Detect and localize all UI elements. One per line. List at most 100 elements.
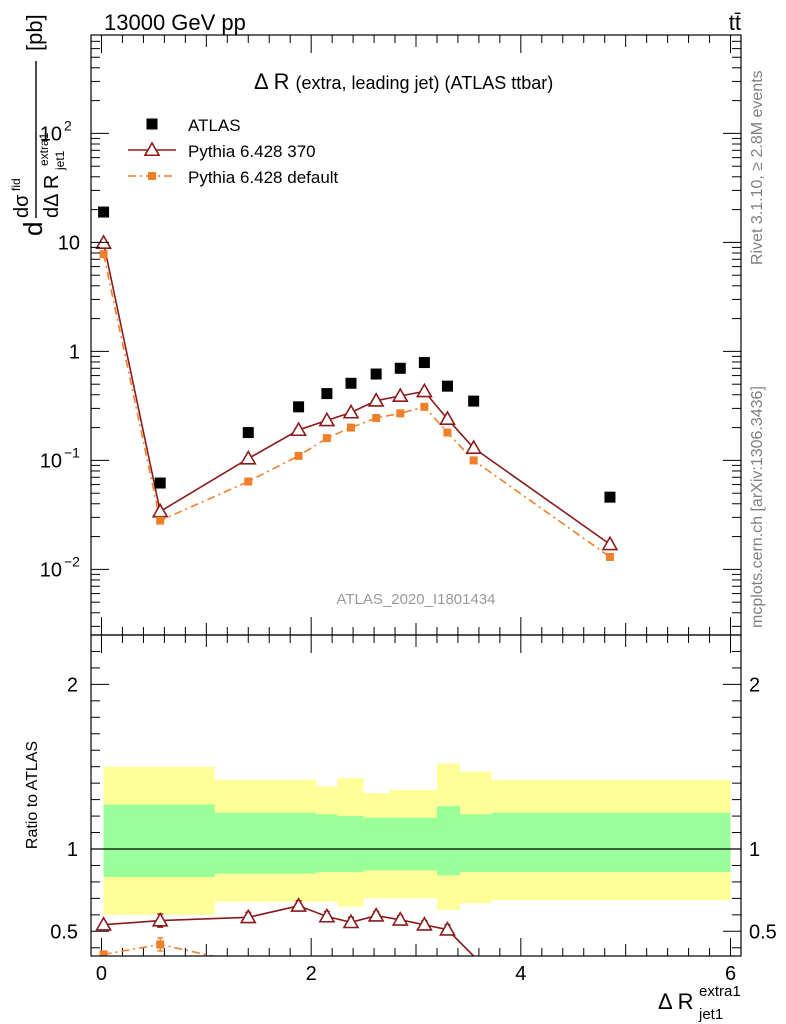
ratio-point-pythia-370 [95, 916, 112, 931]
ratio-panel: 0.5 0.5 1 1 2 2 0 2 4 6 Ratio to ATLAS Δ R extra1 jet… [24, 634, 777, 1023]
x-axis-label-sup: extra1 [699, 983, 741, 1000]
atlas-data-point [242, 427, 254, 439]
svg-text:jet1: jet1 [53, 150, 67, 171]
svg-text:d: d [18, 222, 48, 236]
legend-marker-pythia-370 [143, 141, 161, 157]
x-axis-label-sub: jet1 [698, 1006, 723, 1023]
atlas-data-point [418, 357, 430, 369]
ratio-point-pythia-default [156, 940, 165, 949]
y-tick-label-base: 1 [69, 341, 80, 363]
atlas-data-point [345, 377, 357, 389]
inner-uncertainty-band [436, 806, 461, 876]
y-tick-label-exp: 2 [64, 117, 72, 133]
ratio-point-pythia-370 [239, 908, 257, 924]
svg-text:dσ: dσ [11, 194, 33, 218]
mcplots-label: mcplots.cern.ch [arXiv:1306.3436] [749, 386, 766, 628]
plot-title-sub: (extra, leading jet) (ATLAS ttbar) [295, 73, 553, 93]
main-panel: Δ R (extra, leading jet) (ATLAS ttbar) ATL… [40, 34, 742, 636]
y-tick-label-base: 10 [58, 232, 80, 254]
x-tick-label: 4 [515, 963, 526, 985]
svg-text:fid: fid [9, 178, 23, 191]
pythia-370-point [342, 403, 360, 419]
inner-uncertainty-band [103, 804, 215, 877]
ratio-point-pythia-370 [439, 921, 456, 936]
pythia-default-point [156, 516, 165, 525]
ratio-point-pythia-370 [416, 916, 433, 931]
svg-text:[pb]: [pb] [22, 14, 47, 51]
y-tick-label-exp: −2 [64, 553, 80, 569]
pythia-370-point [151, 502, 169, 518]
pythia-370-point [439, 410, 456, 426]
ratio-point-pythia-370 [151, 911, 169, 927]
ratio-point-pythia-370 [318, 907, 336, 923]
pythia-default-point [99, 250, 108, 259]
pythia-default-point [347, 423, 355, 432]
pythia-370-point [239, 449, 257, 465]
ratio-bands [103, 763, 731, 915]
inner-uncertainty-band [337, 816, 364, 873]
ratio-frame [90, 634, 742, 957]
pythia-370-point [367, 392, 385, 407]
energy-label: 13000 GeV pp [104, 10, 246, 35]
inner-uncertainty-band [460, 814, 492, 873]
atlas-data-point [293, 401, 305, 413]
pythia-default-point [420, 402, 429, 411]
inner-uncertainty-band [491, 812, 731, 873]
x-tick-label: 2 [306, 963, 317, 985]
pythia-370-point [465, 439, 483, 455]
legend-marker-pythia-default [148, 172, 156, 180]
watermark-label: ATLAS_2020_I1801434 [336, 591, 495, 608]
legend-label: Pythia 6.428 default [188, 168, 339, 187]
atlas-data-point [468, 395, 480, 407]
y-tick-label-base: 10 [40, 123, 62, 145]
atlas-data-point [441, 380, 453, 392]
legend-label: Pythia 6.428 370 [188, 142, 316, 161]
pythia-370-point [290, 421, 307, 437]
plot-title-main: Δ R [254, 69, 289, 94]
main-plot-area [95, 206, 619, 561]
series-line-pythia-6-428-default [102, 254, 611, 558]
y-tick-label-exp: −1 [64, 444, 80, 460]
inner-uncertainty-band [214, 812, 317, 874]
inner-uncertainty-band [316, 814, 338, 873]
pythia-default-point [443, 428, 452, 437]
x-tick-label: 6 [725, 963, 736, 985]
pythia-370-point [318, 411, 336, 427]
atlas-data-point [98, 206, 110, 218]
y-tick-label: 10 [58, 232, 80, 254]
main-y-axis-label: d dσ fid dΔ R jet1 extra1 [pb] [9, 14, 67, 236]
inner-uncertainty-band [389, 817, 437, 871]
ratio-y-tick-label-right: 1 [749, 839, 760, 861]
plot-title: Δ R (extra, leading jet) (ATLAS ttbar) [254, 69, 553, 94]
svg-text:extra1: extra1 [37, 132, 51, 166]
x-axis-label-main: Δ R [658, 989, 693, 1014]
ratio-point-pythia-370 [391, 911, 409, 926]
atlas-data-point [394, 362, 406, 374]
ratio-point-pythia-370 [367, 907, 385, 922]
y-tick-label: 10 [40, 450, 62, 472]
atlas-data-point [154, 477, 166, 489]
ratio-y-tick-label-right: 0.5 [749, 921, 777, 943]
pythia-370-point [416, 382, 433, 398]
atlas-data-point [370, 368, 382, 380]
ratio-point-pythia-370 [290, 897, 307, 912]
y-tick-label: 1 [69, 341, 80, 363]
ratio-y-tick-label-left: 0.5 [50, 921, 78, 943]
process-label: tt̄ [729, 10, 741, 35]
ratio-y-tick-label-right: 2 [749, 674, 760, 696]
ratio-y-tick-label-left: 2 [67, 674, 78, 696]
ratio-y-tick-label-left: 1 [67, 839, 78, 861]
pythia-default-point [244, 477, 253, 486]
ratio-y-axis-label: Ratio to ATLAS [24, 741, 41, 849]
ratio-line [103, 943, 217, 956]
pythia-default-point [322, 434, 331, 443]
ratio-plot-area [95, 897, 475, 956]
legend-marker-atlas [146, 118, 158, 130]
svg-text:dΔ R: dΔ R [41, 175, 63, 218]
y-tick-label-base: 10 [40, 559, 62, 581]
pythia-default-point [372, 413, 381, 422]
y-tick-label: 10 [40, 559, 62, 581]
series-line-pythia-6-428-370 [102, 242, 611, 545]
y-tick-label-base: 10 [40, 450, 62, 472]
